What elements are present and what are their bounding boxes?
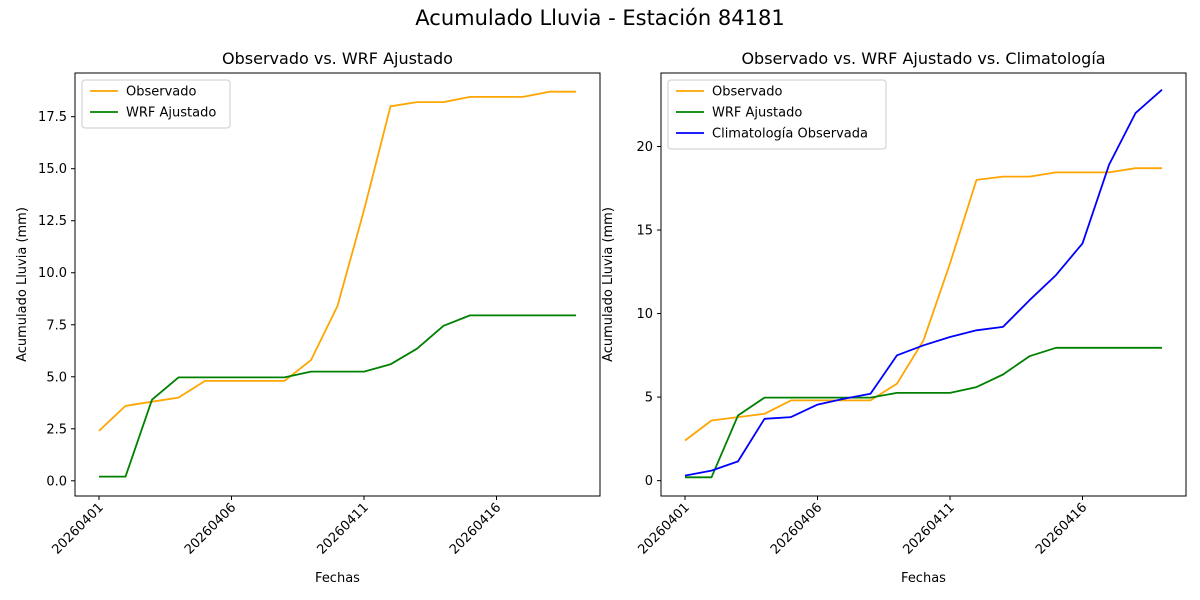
legend-label-wrf-ajustado: WRF Ajustado: [712, 106, 802, 121]
y-tick-label: 10.0: [38, 266, 67, 281]
series-line-wrf-ajustado: [685, 346, 1162, 479]
chart-observado-vs-wrf: Observado vs. WRF Ajustado 0.0 2.5 5.0 7.5 10…: [15, 49, 601, 586]
plot-title: Observado vs. WRF Ajustado vs. Climatolo…: [741, 49, 1105, 68]
y-tick-label: 0.0: [46, 474, 67, 489]
y-tick-label: 7.5: [46, 318, 67, 333]
series-line-observado: [98, 90, 576, 432]
y-axis-label: Acumulado Lluvia (mm): [15, 207, 30, 362]
chart-observado-vs-wrf-vs-climatologia: Observado vs. WRF Ajustado vs. Climatolo…: [601, 49, 1187, 586]
y-tick-label: 15: [636, 224, 653, 239]
y-tick-label: 17.5: [38, 110, 67, 125]
x-tick-label: 20260411: [314, 500, 371, 557]
axes-frame: [74, 72, 601, 497]
x-tick-label: 20260406: [182, 500, 239, 557]
y-tick-label: 2.5: [46, 422, 67, 437]
plot-title: Observado vs. WRF Ajustado: [222, 49, 453, 68]
legend-label-climatologia-observada: Climatología Observada: [712, 127, 868, 142]
x-tick-label: 20260401: [635, 500, 692, 557]
x-axis-label: Fechas: [901, 571, 946, 586]
series-line-wrf-ajustado: [99, 314, 576, 478]
legend-label-observado: Observado: [126, 85, 197, 100]
y-tick-label: 0: [645, 474, 653, 489]
x-tick-label: 20260416: [447, 500, 504, 557]
x-axis-label: Fechas: [315, 571, 360, 586]
series-line-observado: [684, 167, 1162, 442]
y-tick-label: 10: [636, 307, 653, 322]
x-tick-label: 20260411: [900, 500, 957, 557]
y-tick-label: 12.5: [38, 214, 67, 229]
y-tick-label: 15.0: [38, 162, 67, 177]
y-tick-label: 5.0: [46, 370, 67, 385]
y-axis-label: Acumulado Lluvia (mm): [601, 207, 616, 362]
legend-box: [81, 79, 231, 129]
axes-frame: [660, 72, 1187, 497]
figure-title: Acumulado Lluvia - Estación 84181: [415, 6, 785, 30]
x-tick-label: 20260416: [1033, 500, 1090, 557]
legend-label-wrf-ajustado: WRF Ajustado: [126, 106, 216, 121]
legend-label-observado: Observado: [712, 85, 783, 100]
x-tick-label: 20260406: [768, 500, 825, 557]
series-line-climatologia-observada: [684, 89, 1163, 477]
legend-box: [667, 79, 887, 150]
x-tick-label: 20260401: [49, 500, 106, 557]
y-tick-label: 5: [645, 391, 653, 406]
y-tick-label: 20: [636, 140, 653, 155]
